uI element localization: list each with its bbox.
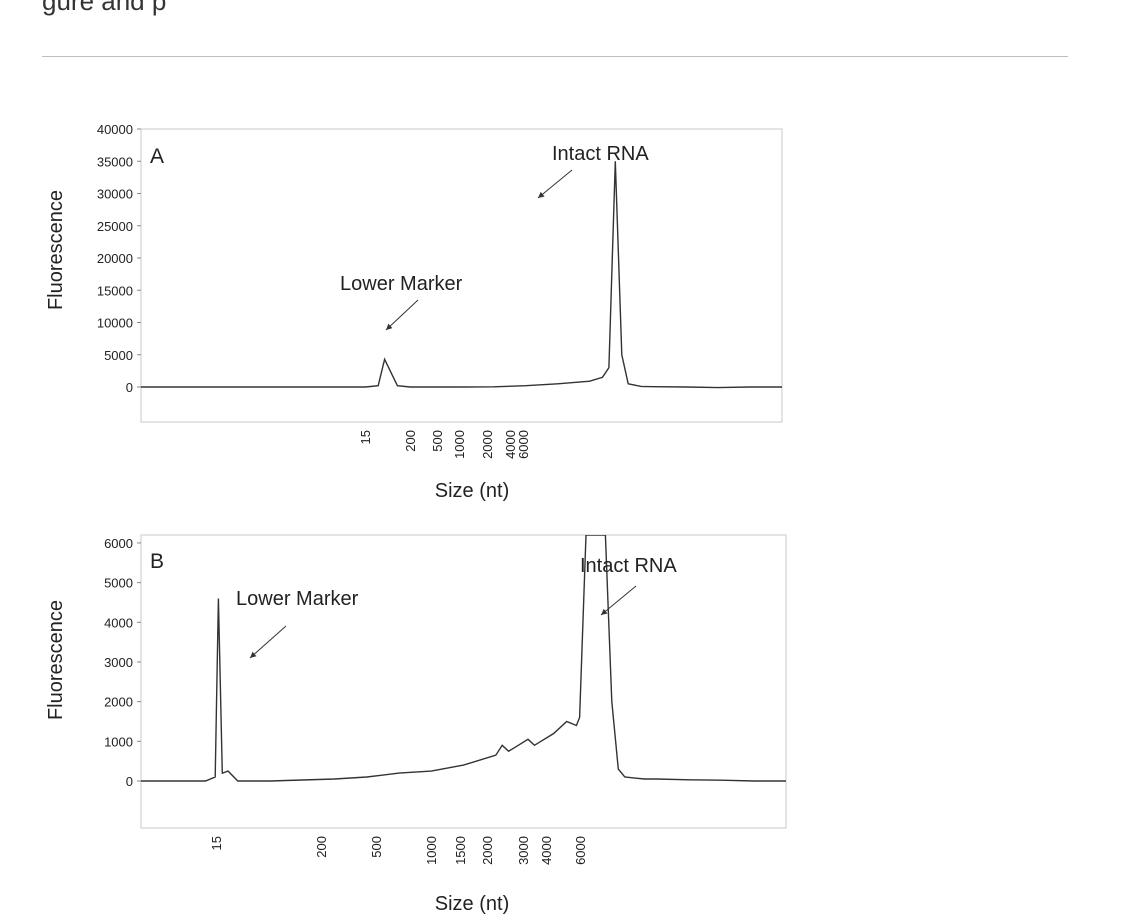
panel-letter: A [150, 145, 164, 168]
x-tick-label: 500 [369, 836, 384, 858]
arrowhead [538, 191, 545, 198]
x-tick-label: 2000 [480, 836, 495, 865]
y-tick-label: 30000 [97, 187, 133, 202]
annotation-label: Lower Marker [236, 588, 359, 610]
annotation-arrow [600, 585, 637, 616]
x-tick-label: 4000 [503, 430, 518, 459]
x-tick-label: 1000 [424, 836, 439, 865]
x-tick-label: 2000 [480, 430, 495, 459]
header-divider [42, 56, 1068, 57]
annotation-label: Lower Marker [340, 273, 463, 295]
x-tick-label: 4000 [539, 836, 554, 865]
x-tick-label: 200 [403, 430, 418, 452]
y-tick-label: 25000 [97, 219, 133, 234]
y-tick-label: 20000 [97, 251, 133, 266]
series-line [141, 535, 786, 782]
x-tick-label: 3000 [516, 836, 531, 865]
y-tick-label: 1000 [104, 734, 133, 749]
arrowhead [386, 323, 393, 330]
y-tick-label: 6000 [104, 536, 133, 551]
series-line [141, 161, 782, 389]
annotation-label: Intact RNA [552, 143, 649, 165]
annotation-arrow [385, 299, 419, 331]
annotation-label: Intact RNA [580, 555, 677, 577]
y-tick-label: 0 [126, 380, 133, 395]
annotation-arrow [537, 169, 573, 199]
y-tick-label: 3000 [104, 655, 133, 670]
x-tick-label: 200 [314, 836, 329, 858]
arrowhead [250, 651, 257, 658]
y-tick-label: 40000 [97, 122, 133, 137]
y-axis-title: Fluorescence [45, 600, 67, 720]
x-tick-label: 500 [430, 430, 445, 452]
y-tick-label: 35000 [97, 154, 133, 169]
x-tick-label: 15 [209, 836, 224, 850]
x-tick-label: 6000 [573, 836, 588, 865]
x-axis-title: Size (nt) [435, 480, 509, 502]
y-tick-label: 4000 [104, 615, 133, 630]
x-tick-label: 1000 [452, 430, 467, 459]
x-tick-label: 1500 [453, 836, 468, 865]
y-tick-label: 5000 [104, 348, 133, 363]
clipped-heading-text: gure and p [42, 0, 167, 16]
y-tick-label: 15000 [97, 283, 133, 298]
x-tick-label: 6000 [516, 430, 531, 459]
x-axis-title: Size (nt) [435, 893, 509, 915]
y-tick-label: 2000 [104, 695, 133, 710]
arrowhead [601, 608, 608, 615]
y-tick-label: 5000 [104, 576, 133, 591]
plot-frame [140, 128, 783, 423]
panel-b: 0 1000 2000 3000 4000 5000 6000 15 200 500 1000 150… [45, 534, 787, 915]
annotation-arrow [249, 625, 287, 659]
y-tick-label: 10000 [97, 316, 133, 331]
panel-letter: B [150, 550, 164, 573]
x-tick-label: 15 [358, 430, 373, 444]
y-tick-label: 0 [126, 774, 133, 789]
y-axis-title: Fluorescence [45, 190, 67, 310]
panel-a: 0 5000 10000 15000 20000 25000 30000 35000 40000… [45, 122, 783, 502]
plot-frame [140, 534, 787, 829]
